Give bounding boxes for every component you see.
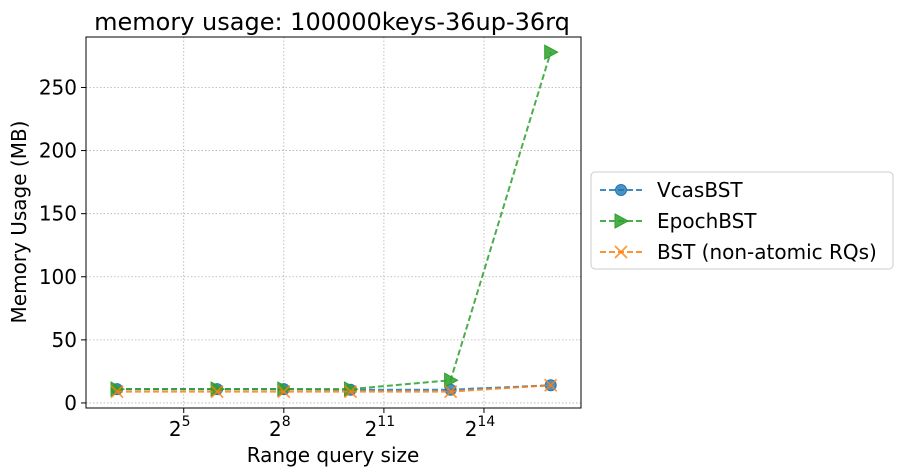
legend-marker — [615, 184, 627, 196]
data-point — [444, 372, 459, 389]
legend-label: VcasBST — [657, 178, 743, 202]
legend-marker — [614, 245, 628, 259]
legend-item: BST (non-atomic RQs) — [600, 240, 877, 264]
legend-item: EpochBST — [600, 209, 757, 233]
series-0 — [111, 379, 557, 396]
x-tick-label: 214 — [465, 414, 496, 441]
series-line — [117, 384, 551, 393]
data-point — [277, 384, 291, 399]
y-axis-label: Memory Usage (MB) — [7, 121, 31, 324]
y-tick-label: 150 — [39, 202, 77, 226]
series-line — [117, 51, 552, 391]
x-tick-label: 28 — [269, 414, 291, 441]
x-tick-label: 211 — [365, 414, 396, 441]
legend-item: VcasBST — [600, 178, 743, 202]
data-point — [110, 384, 124, 399]
y-tick-label: 50 — [52, 328, 77, 352]
x-axis-label: Range query size — [247, 443, 420, 467]
legend-label: EpochBST — [657, 209, 757, 233]
data-point — [544, 378, 558, 392]
legend: VcasBST EpochBST BST (non-atomic RQs) — [590, 171, 894, 270]
series-1 — [110, 44, 559, 397]
legend-marker — [614, 213, 630, 229]
x-axis: 25 28 211 214 — [169, 408, 495, 441]
y-tick-label: 0 — [64, 391, 77, 415]
data-point — [343, 384, 358, 399]
legend-frame — [590, 171, 894, 270]
y-tick-label: 250 — [39, 75, 77, 99]
data-point — [443, 384, 458, 399]
y-axis: 0 50 100 150 200 250 — [39, 75, 86, 415]
series-layer — [110, 44, 559, 399]
series-2 — [110, 378, 558, 399]
chart-title: memory usage: 100000keys-36up-36rq — [94, 8, 570, 36]
y-tick-label: 200 — [39, 139, 77, 163]
data-point — [544, 44, 559, 60]
data-point — [210, 384, 224, 399]
x-tick-label: 25 — [169, 414, 191, 441]
legend-label: BST (non-atomic RQs) — [657, 240, 877, 264]
plot-frame — [85, 36, 582, 409]
grid — [86, 37, 581, 408]
y-tick-label: 100 — [39, 265, 77, 289]
